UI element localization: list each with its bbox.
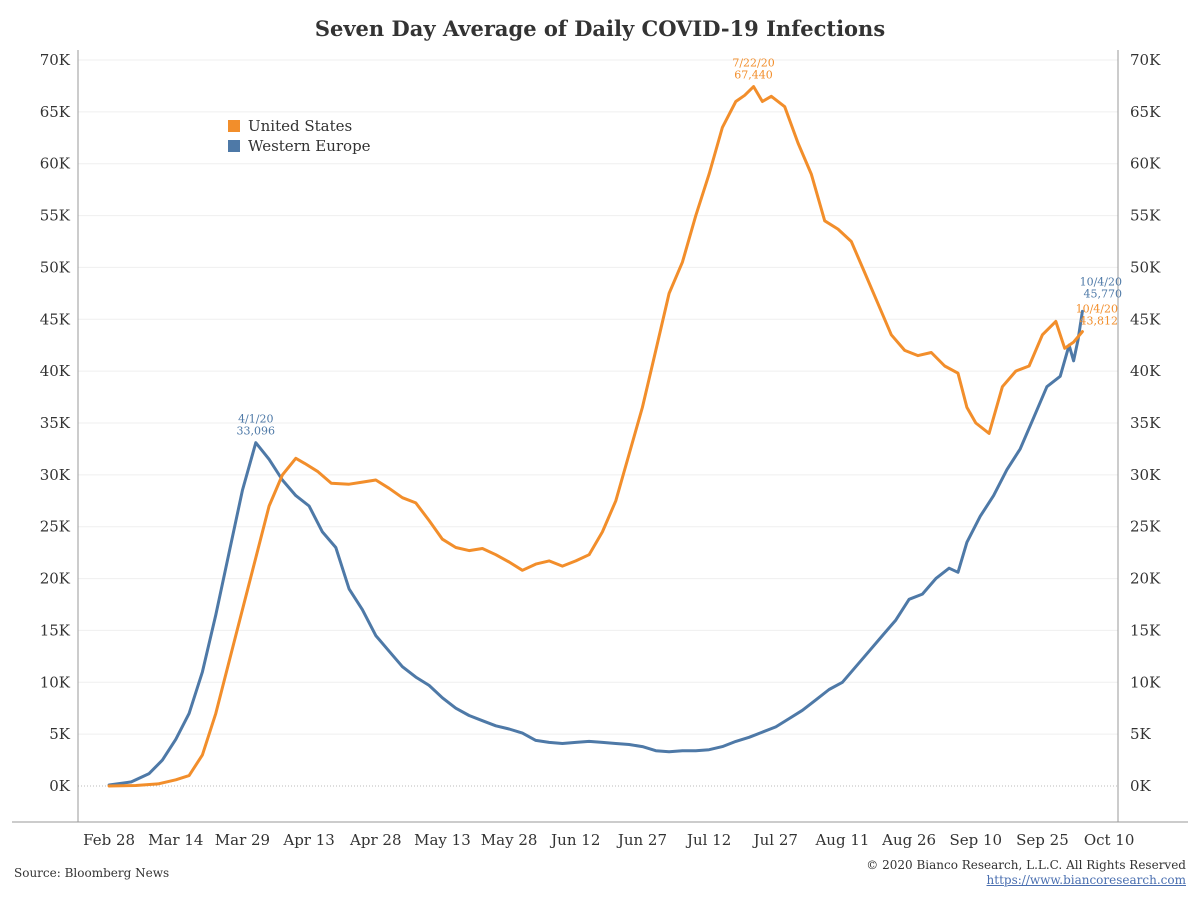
y-tick-label-left: 35K — [40, 414, 71, 432]
y-tick-label-left: 60K — [40, 155, 71, 173]
x-tick-label: Jul 12 — [685, 831, 731, 849]
y-tick-label-right: 40K — [1130, 362, 1161, 380]
x-tick-label: Aug 26 — [881, 831, 936, 849]
y-tick-label-left: 55K — [40, 207, 71, 225]
y-tick-label-right: 70K — [1130, 51, 1161, 69]
series-line-western-europe — [107, 309, 1084, 787]
annotation-value-label: 43,812 — [1080, 315, 1119, 328]
legend-swatch-united-states — [228, 120, 240, 132]
y-tick-label-left: 50K — [40, 258, 71, 276]
x-tick-label: May 13 — [414, 831, 471, 849]
x-tick-label: Sep 10 — [949, 831, 1002, 849]
y-tick-label-left: 10K — [40, 673, 71, 691]
y-tick-label-right: 0K — [1130, 777, 1152, 795]
x-tick-label: Aug 11 — [814, 831, 869, 849]
x-tick-label: Sep 25 — [1016, 831, 1069, 849]
y-tick-label-right: 10K — [1130, 673, 1161, 691]
x-tick-label: Apr 13 — [282, 831, 334, 849]
y-tick-label-right: 35K — [1130, 414, 1161, 432]
y-tick-label-right: 50K — [1130, 258, 1161, 276]
annotation-date-label: 4/1/20 — [238, 413, 273, 426]
y-tick-label-right: 30K — [1130, 466, 1161, 484]
x-tick-label: Jul 27 — [752, 831, 798, 849]
y-tick-label-left: 30K — [40, 466, 71, 484]
y-tick-label-right: 5K — [1130, 725, 1152, 743]
legend-item-western-europe[interactable]: Western Europe — [228, 136, 371, 156]
x-tick-label: Oct 10 — [1084, 831, 1135, 849]
annotation-value-label: 67,440 — [734, 69, 773, 82]
annotation-date-label: 10/4/20 — [1076, 303, 1118, 316]
copyright-text: © 2020 Bianco Research, L.L.C. All Right… — [866, 858, 1186, 872]
legend-swatch-western-europe — [228, 140, 240, 152]
legend-item-united-states[interactable]: United States — [228, 116, 371, 136]
x-tick-label: Apr 28 — [349, 831, 401, 849]
legend: United States Western Europe — [228, 116, 371, 156]
annotation-date-label: 7/22/20 — [732, 57, 774, 70]
copyright-block: © 2020 Bianco Research, L.L.C. All Right… — [866, 858, 1186, 888]
y-tick-label-right: 55K — [1130, 207, 1161, 225]
y-tick-label-right: 60K — [1130, 155, 1161, 173]
annotation-date-label: 10/4/20 — [1080, 275, 1122, 288]
legend-label-united-states: United States — [248, 117, 353, 135]
y-tick-label-left: 25K — [40, 518, 71, 536]
y-tick-label-right: 45K — [1130, 310, 1161, 328]
y-tick-label-left: 15K — [40, 621, 71, 639]
x-tick-label: May 28 — [481, 831, 538, 849]
x-tick-label: Jun 27 — [616, 831, 667, 849]
legend-label-western-europe: Western Europe — [248, 137, 371, 155]
x-tick-label: Feb 28 — [83, 831, 135, 849]
y-tick-label-left: 45K — [40, 310, 71, 328]
y-tick-label-left: 5K — [49, 725, 71, 743]
series-line-united-states — [107, 85, 1084, 788]
x-tick-label: Jun 12 — [549, 831, 600, 849]
x-tick-label: Mar 29 — [215, 831, 270, 849]
website-link[interactable]: https://www.biancoresearch.com — [986, 873, 1186, 887]
y-tick-label-left: 20K — [40, 570, 71, 588]
annotation-value-label: 45,770 — [1084, 287, 1123, 300]
y-tick-label-left: 70K — [40, 51, 71, 69]
y-tick-label-left: 0K — [49, 777, 71, 795]
y-tick-label-left: 40K — [40, 362, 71, 380]
annotation-value-label: 33,096 — [237, 425, 276, 438]
y-tick-label-right: 20K — [1130, 570, 1161, 588]
y-tick-label-left: 65K — [40, 103, 71, 121]
y-tick-label-right: 25K — [1130, 518, 1161, 536]
x-tick-label: Mar 14 — [148, 831, 203, 849]
chart-title: Seven Day Average of Daily COVID-19 Infe… — [314, 16, 886, 41]
y-tick-label-right: 65K — [1130, 103, 1161, 121]
y-tick-label-right: 15K — [1130, 621, 1161, 639]
source-note: Source: Bloomberg News — [14, 866, 170, 880]
